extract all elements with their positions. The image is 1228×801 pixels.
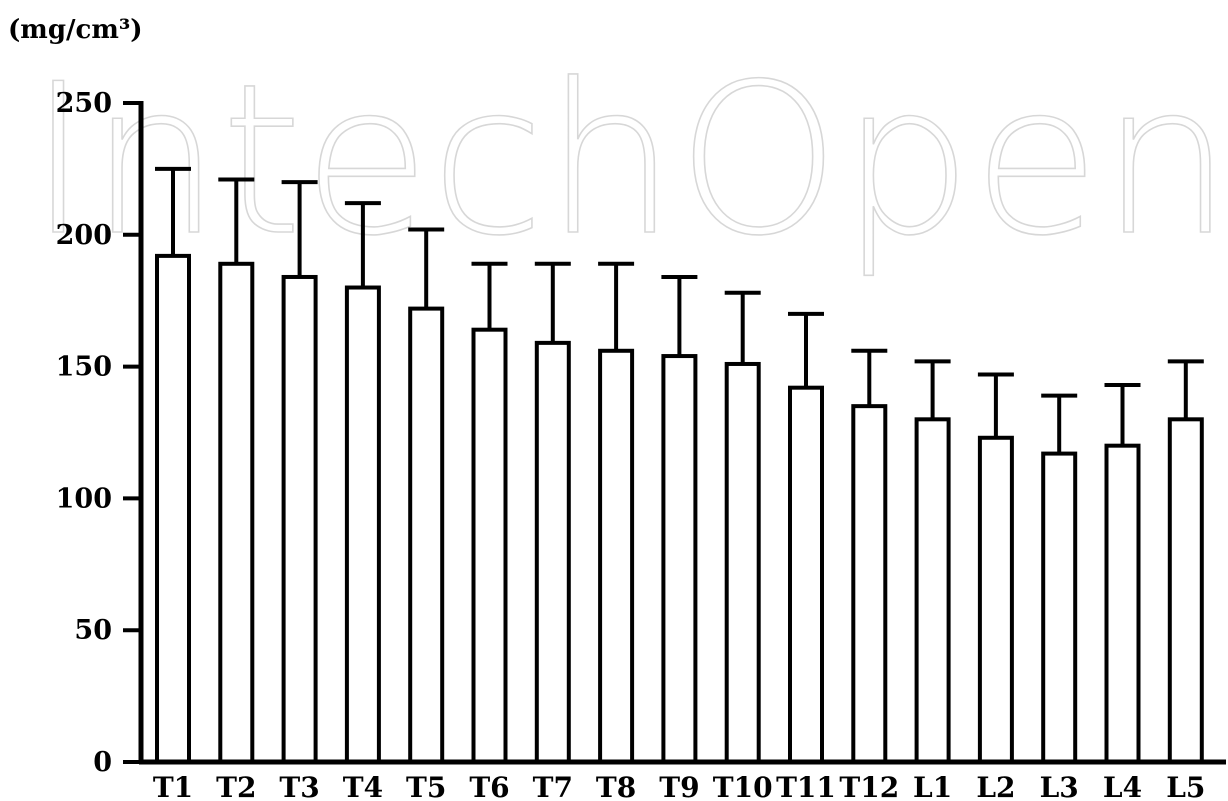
bar-group-t8 bbox=[598, 261, 635, 764]
y-tick-label: 100 bbox=[56, 483, 112, 514]
x-tick-label: T6 bbox=[469, 771, 509, 801]
x-tick-label: T4 bbox=[343, 771, 383, 801]
y-axis-unit-label: (mg/cm³) bbox=[8, 15, 143, 45]
bar bbox=[788, 385, 824, 764]
bar bbox=[661, 354, 698, 764]
y-tick-label: 200 bbox=[56, 220, 112, 251]
axes-layer bbox=[123, 101, 1226, 765]
bar-group-t9 bbox=[661, 274, 698, 764]
bar bbox=[344, 285, 381, 764]
bar-group-t4 bbox=[344, 201, 381, 764]
bar bbox=[155, 253, 191, 764]
x-tick-label: T7 bbox=[533, 771, 573, 801]
x-tick-label: T12 bbox=[839, 771, 899, 801]
bar bbox=[281, 274, 318, 764]
bar-group-t6 bbox=[471, 261, 508, 764]
x-tick-label: T11 bbox=[776, 771, 836, 801]
y-tick-label: 50 bbox=[74, 615, 112, 646]
bar bbox=[914, 417, 951, 764]
y-tick-label: 150 bbox=[56, 352, 112, 383]
bar bbox=[1167, 417, 1204, 764]
x-tick-label: T10 bbox=[713, 771, 773, 801]
bar-group-l5 bbox=[1167, 359, 1204, 764]
x-tick-label: L1 bbox=[913, 771, 952, 801]
bar-group-l3 bbox=[1041, 393, 1078, 764]
bar bbox=[534, 340, 571, 764]
x-tick-label: L4 bbox=[1103, 771, 1142, 801]
bar-group-t1 bbox=[155, 166, 191, 764]
bar bbox=[598, 348, 635, 764]
bar-group-l2 bbox=[977, 372, 1014, 764]
bar-group-t12 bbox=[851, 348, 888, 764]
x-tick-label: T9 bbox=[659, 771, 699, 801]
bar bbox=[218, 261, 255, 764]
x-tick-label: T5 bbox=[406, 771, 446, 801]
bar-group-l4 bbox=[1104, 383, 1141, 764]
bar bbox=[408, 306, 445, 764]
bar bbox=[724, 361, 761, 764]
bar bbox=[977, 435, 1014, 764]
labels-layer: T1 T2 T3 T4 T5 T6 T7 T8 T9 T10 T11 T12 L1 L2 L3 L4 L5 0 50… bbox=[56, 88, 1206, 801]
x-tick-label: T2 bbox=[216, 771, 256, 801]
bar-group-t11 bbox=[788, 311, 824, 764]
y-tick-label: 250 bbox=[56, 88, 112, 119]
bar-group-t10 bbox=[724, 290, 761, 764]
x-tick-label: L3 bbox=[1040, 771, 1079, 801]
bar-group-l1 bbox=[914, 359, 951, 764]
bar-group-t7 bbox=[534, 261, 571, 764]
bar-group-t5 bbox=[408, 227, 445, 764]
x-tick-label: T3 bbox=[279, 771, 319, 801]
x-tick-label: L5 bbox=[1166, 771, 1205, 801]
bar bbox=[471, 327, 508, 764]
watermark-text: IntechOpen bbox=[28, 40, 1228, 282]
x-tick-label: T1 bbox=[153, 771, 193, 801]
bar bbox=[1041, 451, 1078, 764]
bar bbox=[851, 404, 888, 764]
x-tick-label: L2 bbox=[976, 771, 1015, 801]
y-tick-label: 0 bbox=[93, 747, 112, 778]
bar-group-t2 bbox=[218, 177, 255, 764]
bar bbox=[1104, 443, 1141, 764]
x-tick-label: T8 bbox=[596, 771, 636, 801]
bar-group-t3 bbox=[281, 180, 318, 764]
